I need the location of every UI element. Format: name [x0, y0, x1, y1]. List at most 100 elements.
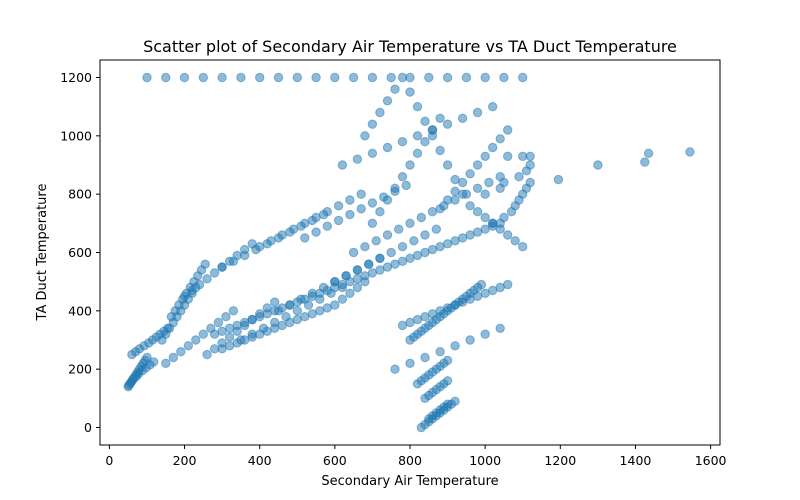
- scatter-point: [484, 177, 494, 188]
- scatter-point: [488, 102, 498, 112]
- scatter-point: [300, 233, 310, 243]
- scatter-point: [412, 148, 423, 159]
- scatter-point: [480, 72, 490, 83]
- scatter-point: [209, 268, 220, 278]
- scatter-point: [416, 212, 426, 223]
- scatter-point: [292, 72, 302, 83]
- scatter-point: [442, 355, 453, 366]
- scatter-point: [457, 189, 468, 199]
- scatter-point: [311, 212, 321, 223]
- scatter-point: [640, 157, 650, 167]
- scatter-point: [488, 218, 498, 229]
- scatter-point: [405, 218, 415, 229]
- scatter-point: [187, 285, 197, 296]
- x-ticks: 0 200 400 600 800 1000 1200 1400 1600: [105, 445, 727, 468]
- scatter-point: [480, 189, 490, 199]
- scatter-point: [442, 119, 453, 129]
- scatter-point: [330, 300, 340, 310]
- scatter-point: [450, 341, 460, 351]
- scatter-point: [420, 116, 430, 127]
- scatter-point: [499, 212, 509, 223]
- scatter-point: [386, 247, 396, 258]
- scatter-point: [224, 332, 235, 342]
- scatter-point: [352, 265, 363, 275]
- scatter-point: [333, 201, 344, 211]
- y-tick-label: 1200: [60, 70, 92, 85]
- scatter-point: [397, 242, 408, 252]
- scatter-point: [499, 177, 509, 188]
- chart-title: Scatter plot of Secondary Air Temperatur…: [143, 37, 677, 56]
- scatter-point: [221, 312, 231, 322]
- scatter-point: [472, 183, 483, 194]
- scatter-point: [397, 137, 408, 147]
- x-tick-label: 1200: [544, 453, 576, 468]
- scatter-point: [390, 183, 400, 194]
- scatter-point: [476, 279, 487, 290]
- scatter-point: [427, 207, 438, 217]
- scatter-point: [503, 230, 513, 240]
- scatter-point: [213, 317, 224, 328]
- scatter-point: [236, 72, 246, 83]
- scatter-point: [183, 341, 194, 351]
- scatter-point: [345, 209, 355, 220]
- scatter-point: [228, 256, 239, 266]
- scatter-point: [356, 204, 366, 214]
- scatter-point: [472, 160, 483, 170]
- x-tick-label: 200: [173, 453, 197, 468]
- scatter-point: [643, 148, 654, 159]
- scatter-point: [300, 218, 310, 229]
- scatter-point: [499, 72, 509, 83]
- scatter-point: [375, 207, 385, 217]
- y-ticks: 0 200 400 600 800 1000 1200: [60, 70, 100, 435]
- scatter-point: [461, 72, 472, 83]
- scatter-point: [420, 137, 430, 147]
- scatter-point: [442, 160, 453, 170]
- points-layer: [123, 72, 695, 433]
- scatter-point: [495, 323, 505, 333]
- scatter-point: [255, 242, 265, 252]
- scatter-point: [405, 87, 415, 97]
- scatter-point: [427, 125, 438, 135]
- scatter-point: [472, 207, 483, 217]
- scatter-point: [228, 306, 239, 316]
- scatter-point: [525, 160, 535, 170]
- scatter-point: [255, 72, 265, 83]
- scatter-point: [495, 134, 505, 144]
- scatter-point: [375, 253, 385, 263]
- scatter-point: [394, 224, 404, 234]
- y-tick-label: 400: [68, 303, 92, 318]
- scatter-point: [488, 142, 498, 153]
- y-tick-label: 200: [68, 362, 92, 377]
- scatter-point: [266, 236, 276, 246]
- scatter-point: [348, 72, 359, 83]
- scatter-point: [465, 201, 475, 211]
- scatter-point: [450, 396, 460, 406]
- scatter-point: [405, 358, 415, 368]
- scatter-point: [311, 72, 321, 83]
- scatter-point: [149, 357, 159, 367]
- scatter-point: [322, 221, 332, 231]
- scatter-point: [367, 198, 378, 208]
- scatter-point: [176, 347, 186, 357]
- scatter-point: [200, 259, 210, 269]
- scatter-point: [161, 72, 171, 83]
- scatter-point: [142, 72, 152, 83]
- scatter-point: [412, 131, 423, 141]
- scatter-point: [390, 364, 400, 374]
- scatter-point: [217, 72, 227, 83]
- x-tick-label: 1600: [695, 453, 727, 468]
- scatter-point: [352, 154, 363, 164]
- scatter-point: [352, 282, 363, 293]
- scatter-point: [480, 329, 490, 339]
- scatter-point: [397, 172, 408, 182]
- scatter-point: [364, 259, 374, 269]
- x-tick-label: 1000: [469, 453, 501, 468]
- scatter-point: [435, 347, 445, 357]
- scatter-point: [191, 335, 201, 345]
- scatter-point: [435, 145, 445, 156]
- scatter-point: [202, 274, 212, 284]
- scatter-point: [337, 294, 348, 304]
- scatter-point: [198, 329, 209, 339]
- scatter-point: [348, 247, 359, 258]
- scatter-point: [465, 169, 475, 179]
